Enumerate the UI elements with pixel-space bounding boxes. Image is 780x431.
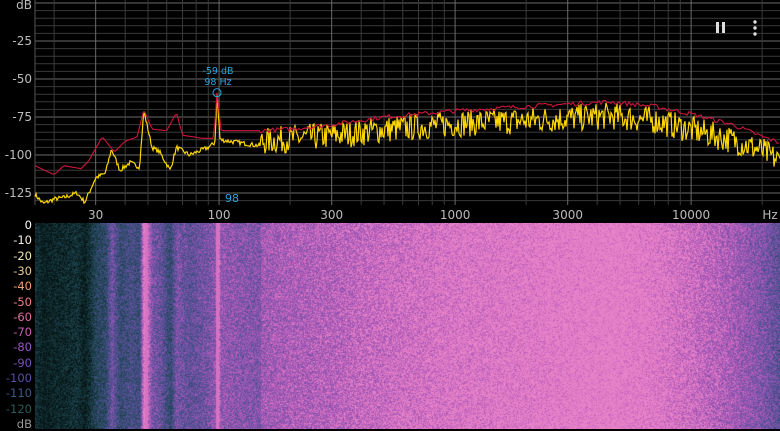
spectrogram-scale-label: -40 [13,279,32,294]
x-tick-label: 300 [320,208,344,222]
y-tick-label: -100 [4,148,32,162]
y-tick-label: -125 [4,186,32,200]
spectrogram-scale-label: -110 [5,386,32,401]
y-tick-label: dB [16,0,32,12]
peak-marker-circle [212,88,222,98]
spectrogram-scale-label: -100 [5,371,32,385]
more-options-button[interactable] [749,18,761,38]
x-tick-label: 100 [207,208,231,222]
spectrogram-scale-label: dB [16,416,32,431]
spectrum-trace [34,93,780,205]
spectrogram-scale-label: -120 [5,401,32,416]
y-tick-label: -75 [12,110,32,124]
peak-marker-level: -59 dB [202,66,234,77]
spectrogram-scale-label: -90 [13,355,32,370]
more-vert-icon [753,20,757,36]
pause-button[interactable] [714,18,728,38]
x-tick-label: 3000 [552,208,583,222]
y-tick-label: -25 [12,34,32,48]
spectrogram-scale-label: -80 [13,340,32,355]
x-tick-label: 10000 [672,208,711,222]
spectrogram-scale-label: -20 [13,248,32,263]
spectrum-plot[interactable] [0,0,780,223]
x-tick-label: 1000 [439,208,471,222]
spectrogram-scale-label: -50 [13,294,32,309]
pause-icon [716,22,725,33]
peak-hold-trace [34,92,780,175]
y-tick-label: -50 [12,72,32,86]
spectrogram-scale-label: -60 [13,309,32,324]
peak-marker-axis-label: 98 [225,192,239,205]
spectrogram[interactable] [35,223,780,429]
x-unit-label: Hz [762,208,778,222]
spectrogram-scale-label: -10 [13,233,32,248]
spectrogram-scale-label: -70 [13,325,32,340]
peak-marker-frequency: 98 Hz [204,77,232,88]
spectrogram-scale-label: -30 [13,263,32,278]
spectrogram-scale-label: 0 [24,218,32,232]
x-tick-label: 30 [88,208,104,222]
